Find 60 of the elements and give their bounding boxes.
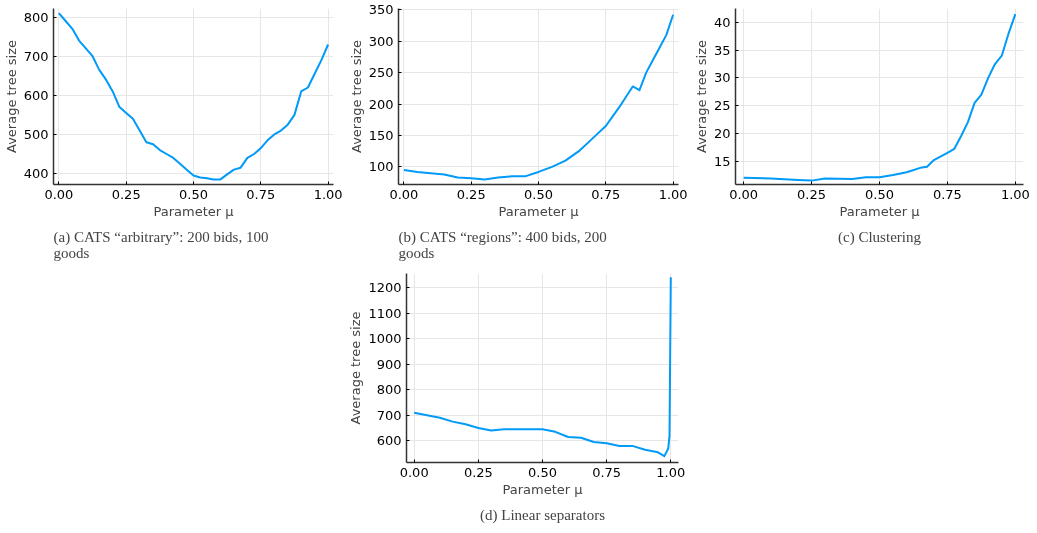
- y-axis-title: Average tree size: [348, 311, 364, 425]
- y-tick-label: 600: [23, 87, 49, 103]
- x-tick-label: 0.75: [591, 186, 621, 202]
- y-tick-label: 150: [368, 127, 394, 143]
- x-tick-label: 1.00: [1000, 186, 1030, 202]
- y-tick-label: 30: [713, 70, 731, 86]
- text: (a) CATS “arbitrary”: 200 bids, 100 goods: [53, 228, 269, 261]
- y-tick-label: 25: [713, 98, 731, 114]
- y-tick-label: 500: [23, 126, 49, 142]
- x-tick-label: 0.00: [44, 186, 74, 202]
- y-tick-label: 1000: [368, 331, 402, 347]
- x-axis-title: Parameter μ: [502, 481, 583, 497]
- y-axis-title: Average tree size: [3, 39, 19, 153]
- y-tick-label: 1100: [368, 305, 402, 321]
- y-axis-title: Average tree size: [693, 39, 709, 153]
- line-series: [57, 12, 330, 181]
- y-tick-label: 900: [376, 356, 402, 372]
- x-axis-title: Parameter μ: [153, 203, 234, 219]
- y-tick-label: 300: [368, 33, 394, 49]
- x-tick-label: 0.25: [456, 186, 486, 202]
- y-tick-label: 250: [368, 65, 394, 81]
- x-tick-label: 0.75: [246, 186, 276, 202]
- x-tick-label: 0.50: [865, 186, 894, 202]
- x-tick-label: 0.00: [389, 186, 419, 202]
- y-tick-label: 100: [368, 159, 394, 175]
- x-tick-label: 0.00: [399, 464, 429, 480]
- text: (c) Clustering: [838, 228, 922, 246]
- x-tick-label: 0.75: [932, 186, 962, 202]
- x-tick-label: 0.50: [524, 186, 553, 202]
- x-tick-label: 0.75: [592, 464, 622, 480]
- y-tick-label: 600: [376, 433, 402, 449]
- y-tick-label: 1200: [368, 280, 402, 296]
- x-tick-label: 0.50: [179, 186, 208, 202]
- y-tick-label: 350: [368, 2, 394, 18]
- y-tick-label: 40: [713, 14, 731, 30]
- line-series: [402, 13, 675, 181]
- y-tick-label: 35: [713, 42, 731, 58]
- x-axis-title: Parameter μ: [839, 203, 920, 219]
- y-tick-label: 800: [376, 382, 402, 398]
- x-tick-label: 0.25: [797, 186, 827, 202]
- y-axis-title: Average tree size: [348, 39, 364, 153]
- x-tick-label: 1.00: [313, 186, 343, 202]
- line-series: [413, 276, 672, 458]
- text: (d) Linear separators: [480, 506, 606, 524]
- x-tick-label: 0.25: [463, 464, 493, 480]
- x-tick-label: 1.00: [658, 186, 688, 202]
- text: (b) CATS “regions”: 400 bids, 200 goods: [398, 228, 607, 261]
- y-tick-label: 700: [376, 407, 402, 423]
- y-tick-label: 200: [368, 96, 394, 112]
- y-tick-label: 400: [23, 166, 49, 182]
- x-tick-label: 0.50: [528, 464, 557, 480]
- y-tick-label: 800: [23, 9, 49, 25]
- x-tick-label: 0.00: [729, 186, 759, 202]
- y-tick-label: 15: [713, 153, 731, 169]
- y-tick-label: 20: [713, 125, 731, 141]
- x-tick-label: 1.00: [656, 464, 686, 480]
- x-axis-title: Parameter μ: [498, 203, 579, 219]
- x-tick-label: 0.25: [111, 186, 141, 202]
- line-series: [742, 13, 1017, 182]
- y-tick-label: 700: [23, 48, 49, 64]
